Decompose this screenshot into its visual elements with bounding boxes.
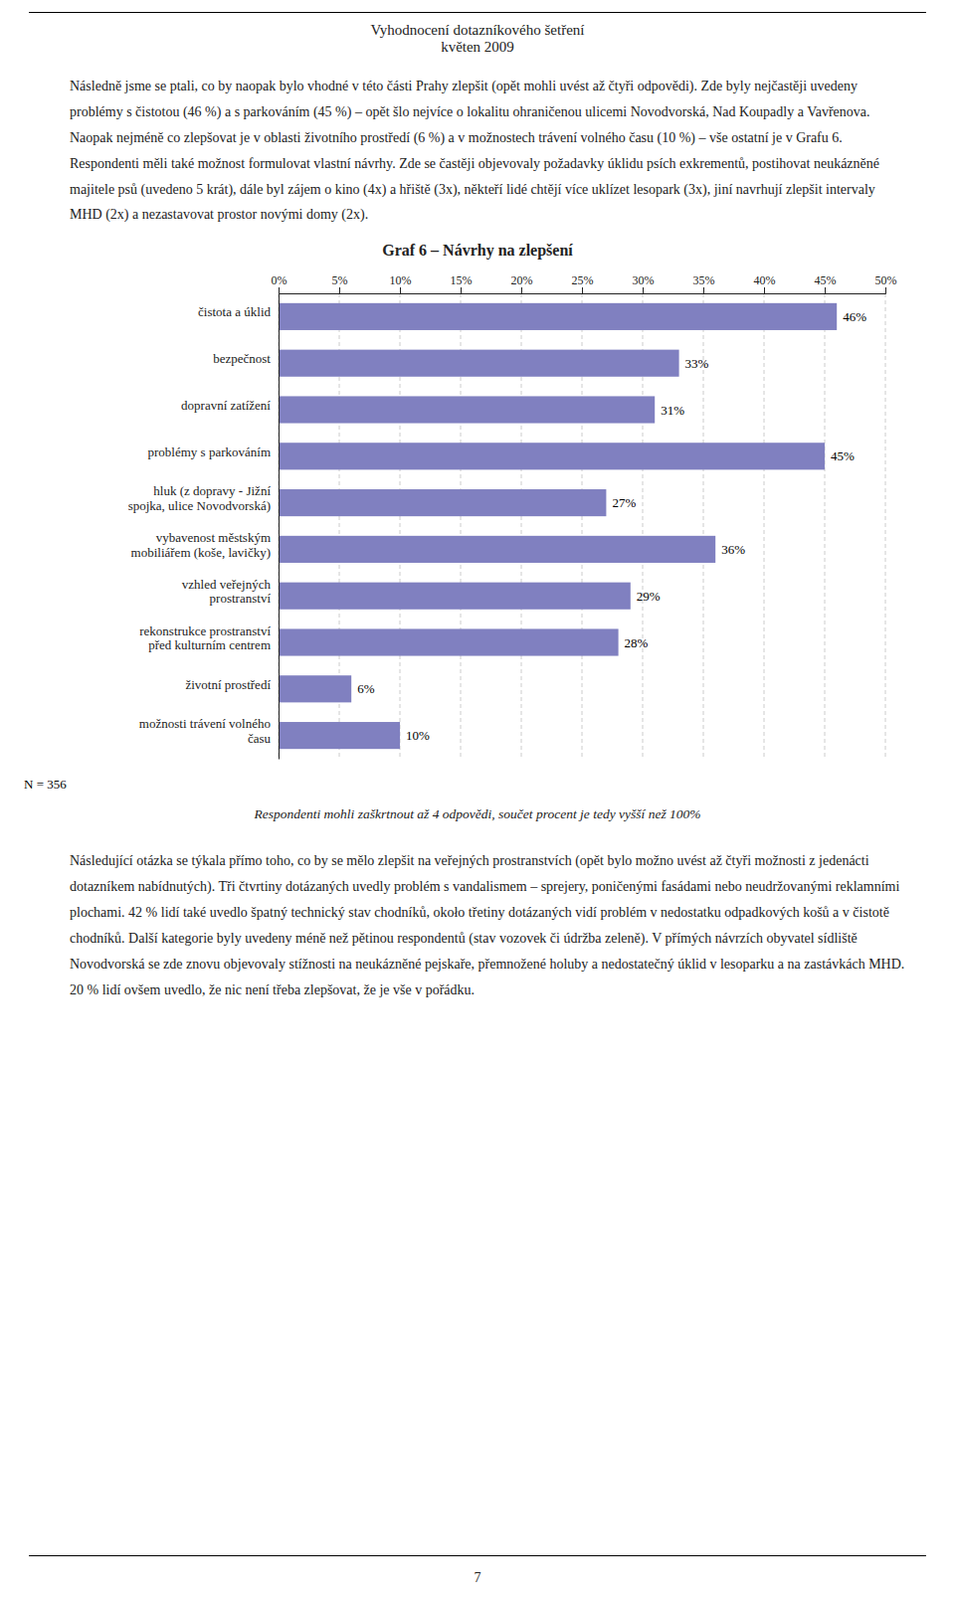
data-label: 36% [721,542,746,558]
tick-label: 0% [271,273,288,288]
tick-label: 50% [875,273,898,288]
tick: rekonstrukce prostranstvípřed kulturním … [139,623,279,653]
page-title: Vyhodnocení dotazníkového šetření [0,21,955,39]
chart: 0% 5% 10% 15% 20% 25% 30% 35% 40% 45% 50% čistota a… [0,263,955,801]
tick-label: bezpečnost [212,352,271,368]
bar [278,536,716,564]
bar [278,303,837,331]
tick-mark [339,287,341,294]
annotation: N = 356 [23,776,67,792]
tick-mark [703,287,705,294]
page-subtitle: květen 2009 [0,38,955,56]
tick-label: 5% [332,273,349,288]
tick-mark [885,287,887,294]
bar [278,443,825,471]
tick-label: dopravní zatížení [181,397,271,413]
page-number: 7 [0,1570,955,1587]
tick: 40% [754,273,776,294]
tick-label: 10% [389,273,412,288]
data-label: 28% [624,635,649,651]
tick-label: 15% [450,273,473,288]
tick: hluk (z dopravy - Jižníspojka, ulice Nov… [128,484,279,514]
tick-mark [278,287,280,294]
data-label: 27% [611,495,636,511]
data-label: 6% [357,682,376,698]
tick: dopravní zatížení [181,397,279,413]
data-label: 29% [636,588,661,604]
data-label: 46% [842,309,867,325]
grid [278,293,886,760]
tick-label: 30% [632,273,655,288]
tick: 35% [693,273,716,294]
tick-label: hluk (z dopravy - Jižníspojka, ulice Nov… [128,484,272,514]
tick-mark [824,287,826,294]
axis-line [278,294,280,761]
tick: čistota a úklid [197,305,279,321]
bars [278,303,837,750]
x-axis: 0% 5% 10% 15% 20% 25% 30% 35% 40% 45% 50% [271,273,898,295]
y-axis: čistota a úklid bezpečnost dopravní zatíže… [128,294,280,761]
grid-line [824,293,826,760]
tick-label: 20% [511,273,534,288]
data-label: 31% [660,402,685,418]
tick-label: 25% [572,273,594,288]
bar [278,629,619,657]
tick: 25% [572,273,594,294]
tick: 10% [389,273,412,294]
tick-label: 45% [814,273,837,288]
bar [278,582,631,610]
bar [278,489,606,517]
bar [278,396,655,424]
tick-label: životní prostředí [185,677,271,693]
bar [278,722,400,750]
bar [278,350,680,378]
tick: 0% [271,273,288,294]
tick: vzhled veřejnýchprostranství [182,576,279,606]
axis-line [279,287,887,295]
footnote: Respondenti mohli zaškrtnout až 4 odpově… [0,806,955,823]
data-label: 45% [830,449,855,465]
tick: životní prostředí [185,677,279,693]
tick: 20% [511,273,534,294]
tick-label: možnosti trávení volnéhočasu [139,717,272,747]
top-rule [28,11,927,13]
data-labels: 46% 33% 31% 45% 27% 36% 29% 28% 6% 10% [357,309,867,744]
tick-mark [399,287,401,294]
tick: 50% [875,273,898,294]
intro-text: Následně jsme se ptali, co by naopak byl… [0,73,955,228]
tick-mark [521,287,523,294]
grid-line [885,293,887,760]
tick: možnosti trávení volnéhočasu [139,717,279,747]
grid-line [278,293,280,760]
tick: 30% [632,273,655,294]
tick-mark [581,287,583,294]
tick: 45% [814,273,837,294]
tick-label: vzhled veřejnýchprostranství [182,576,272,606]
tick: 5% [332,273,349,294]
data-label: 33% [685,356,710,372]
tick-label: 35% [693,273,716,288]
bar [278,676,352,704]
tick-label: problémy s parkováním [148,444,271,460]
tick: 15% [450,273,473,294]
tick-label: čistota a úklid [197,305,271,321]
tick-label: rekonstrukce prostranstvípřed kulturním … [139,623,271,653]
tick: problémy s parkováním [148,444,279,460]
chart-title: Graf 6 – Návrhy na zlepšení [0,241,955,260]
tick: vybavenost městskýmmobiliářem (koše, lav… [131,531,279,561]
tick-label: 40% [754,273,776,288]
bottom-rule [28,1555,927,1557]
tick-label: vybavenost městskýmmobiliářem (koše, lav… [131,531,271,561]
outro-text: Následující otázka se týkala přímo toho,… [0,848,955,1003]
tick-mark [764,287,765,294]
tick-mark [642,287,644,294]
grid-line [764,293,765,760]
data-label: 10% [405,728,430,744]
tick-mark [460,287,462,294]
tick: bezpečnost [212,352,279,368]
